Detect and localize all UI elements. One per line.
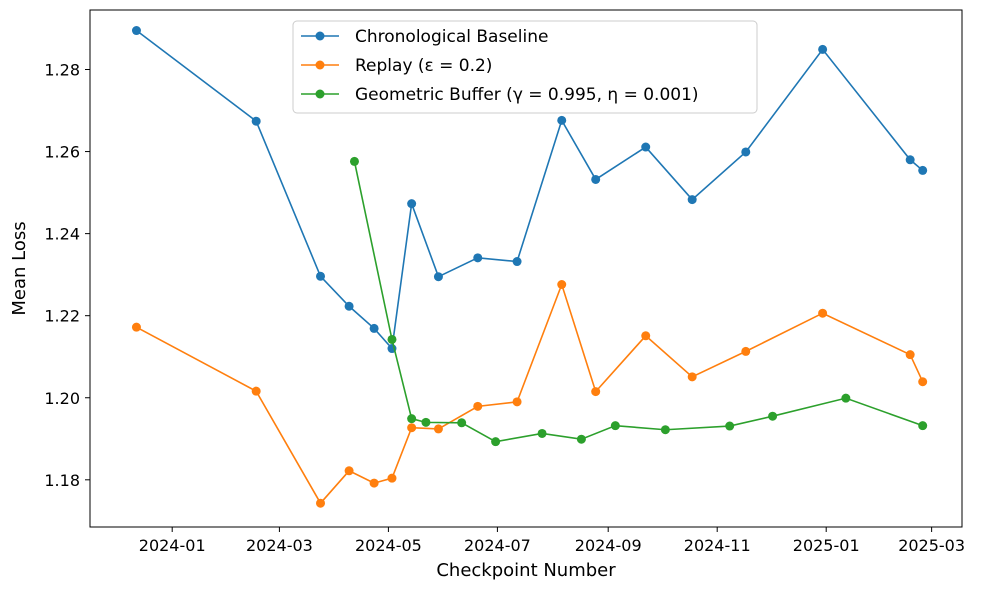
y-tick-label: 1.24 — [44, 225, 80, 244]
series-line — [135, 29, 924, 351]
data-point — [407, 199, 417, 209]
data-point — [741, 346, 751, 356]
data-point — [641, 142, 651, 152]
data-point — [387, 473, 397, 483]
data-point — [421, 417, 431, 427]
y-tick-label: 1.22 — [44, 307, 80, 326]
data-point — [918, 165, 928, 175]
data-point — [512, 257, 522, 267]
data-point — [818, 308, 828, 318]
data-point — [591, 387, 601, 397]
x-axis-label: Checkpoint Number — [436, 560, 616, 581]
series-2 — [349, 156, 928, 447]
data-point — [741, 147, 751, 157]
legend-box — [292, 20, 758, 114]
data-point — [557, 115, 567, 125]
data-point — [660, 425, 670, 435]
data-point — [591, 174, 601, 184]
x-tick-label: 2024-05 — [355, 536, 422, 555]
x-tick-label: 2024-01 — [139, 536, 206, 555]
data-point — [473, 401, 483, 411]
data-point — [251, 116, 261, 126]
data-point — [768, 411, 778, 421]
y-tick-label: 1.28 — [44, 60, 80, 79]
data-point — [905, 350, 915, 360]
data-point — [316, 498, 326, 508]
legend-label: Replay (ε = 0.2) — [355, 56, 492, 76]
data-point — [841, 393, 851, 403]
data-point — [316, 271, 326, 281]
x-tick-label: 2025-03 — [898, 536, 965, 555]
data-point — [344, 466, 354, 476]
x-tick-label: 2025-01 — [793, 536, 860, 555]
data-point — [641, 331, 651, 341]
data-point — [557, 280, 567, 290]
y-tick-label: 1.26 — [44, 143, 80, 162]
data-point — [433, 424, 443, 434]
data-point — [457, 418, 467, 428]
legend-swatch-marker — [315, 60, 325, 70]
series-0 — [131, 26, 928, 354]
series-line — [353, 161, 923, 443]
data-point — [349, 156, 359, 166]
x-axis-ticks: 2024-01 2024-03 2024-05 2024-07 2024-09 2024-… — [139, 527, 965, 555]
data-point — [687, 195, 697, 205]
plot-frame — [89, 9, 963, 528]
data-point — [725, 421, 735, 431]
data-point — [537, 428, 547, 438]
legend-label: Geometric Buffer (γ = 0.995, η = 0.001) — [355, 85, 699, 105]
data-point — [576, 434, 586, 444]
data-point — [131, 322, 141, 332]
x-tick-label: 2024-03 — [246, 536, 313, 555]
legend-swatch-marker — [315, 89, 325, 99]
series-line — [136, 282, 924, 505]
x-tick-label: 2024-09 — [575, 536, 642, 555]
data-point — [905, 155, 915, 165]
data-point — [473, 253, 483, 263]
legend-label: Chronological Baseline — [355, 27, 548, 47]
y-axis-ticks: 1.18 1.20 1.22 1.24 1.26 1.28 — [44, 60, 90, 490]
data-point — [344, 301, 354, 311]
series-1 — [131, 280, 928, 508]
data-point — [512, 397, 522, 407]
data-point — [407, 423, 417, 433]
data-point — [610, 421, 620, 431]
data-point — [687, 372, 697, 382]
data-point — [131, 26, 141, 36]
data-point — [918, 377, 928, 387]
series-layer — [131, 26, 928, 508]
data-point — [818, 44, 828, 54]
data-point — [491, 437, 501, 447]
data-point — [369, 478, 379, 488]
x-tick-label: 2024-11 — [684, 536, 751, 555]
legend-item: Replay (ε = 0.2) — [301, 56, 492, 76]
data-point — [407, 414, 417, 424]
data-point — [251, 386, 261, 396]
data-point — [369, 323, 379, 333]
legend: Chronological Baseline Replay (ε = 0.2) Ge… — [292, 20, 758, 114]
data-point — [918, 421, 928, 431]
data-point — [387, 334, 397, 344]
legend-item: Geometric Buffer (γ = 0.995, η = 0.001) — [301, 85, 699, 105]
y-axis-label: Mean Loss — [9, 221, 30, 315]
y-tick-label: 1.18 — [44, 471, 80, 490]
data-point — [433, 272, 443, 282]
legend-swatch-marker — [315, 31, 325, 41]
y-tick-label: 1.20 — [44, 389, 80, 408]
legend-item: Chronological Baseline — [301, 27, 548, 47]
x-tick-label: 2024-07 — [464, 536, 531, 555]
